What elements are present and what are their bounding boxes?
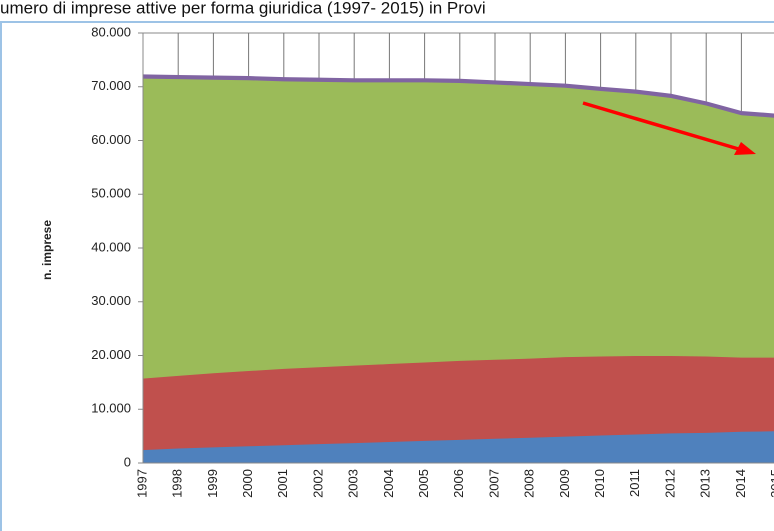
x-tick-label: 2001 [275, 469, 290, 498]
x-tick-label: 2004 [381, 469, 396, 498]
y-tick-label: 40.000 [91, 239, 131, 254]
y-tick-label: 10.000 [91, 401, 131, 416]
y-tick-label: 50.000 [91, 186, 131, 201]
x-tick-label: 2002 [310, 469, 325, 498]
y-tick-label: 30.000 [91, 293, 131, 308]
x-tick-label: 2005 [416, 469, 431, 498]
y-axis-label: n. imprese [40, 220, 54, 280]
arrow-line [582, 101, 743, 152]
x-tick-label: 2014 [733, 469, 748, 498]
axes: 0 10.000 20.000 30.000 40.000 50.000 60.000 70.… [91, 24, 774, 498]
area [142, 74, 774, 118]
y-tick-label: 70.000 [91, 78, 131, 93]
x-tick-label: 2009 [557, 469, 572, 498]
x-tick-label: 2007 [486, 469, 501, 498]
y-tick-label: 0 [124, 454, 131, 469]
x-tick-label: 1997 [134, 469, 149, 498]
x-tick-label: 2008 [522, 469, 537, 498]
y-tick-label: 20.000 [91, 347, 131, 362]
arrow-head [734, 142, 756, 155]
area [142, 77, 774, 379]
x-tick-label: 2003 [346, 469, 361, 498]
x-tick-label: 2006 [451, 469, 466, 498]
areas [142, 74, 774, 464]
x-tick-label: 1999 [205, 469, 220, 498]
x-tick-label: 2000 [240, 469, 255, 498]
x-tick-label: 2015 [768, 469, 774, 498]
x-tick-label: 2013 [698, 469, 713, 498]
x-tick-label: 2012 [662, 469, 677, 498]
y-tick-label: 80.000 [91, 24, 131, 39]
x-tick-label: 2011 [627, 469, 642, 497]
x-tick-label: 1998 [170, 469, 185, 498]
chart-title: umero di imprese attive per forma giurid… [0, 0, 486, 17]
x-tick-label: 2010 [592, 469, 607, 498]
y-tick-label: 60.000 [91, 132, 131, 147]
